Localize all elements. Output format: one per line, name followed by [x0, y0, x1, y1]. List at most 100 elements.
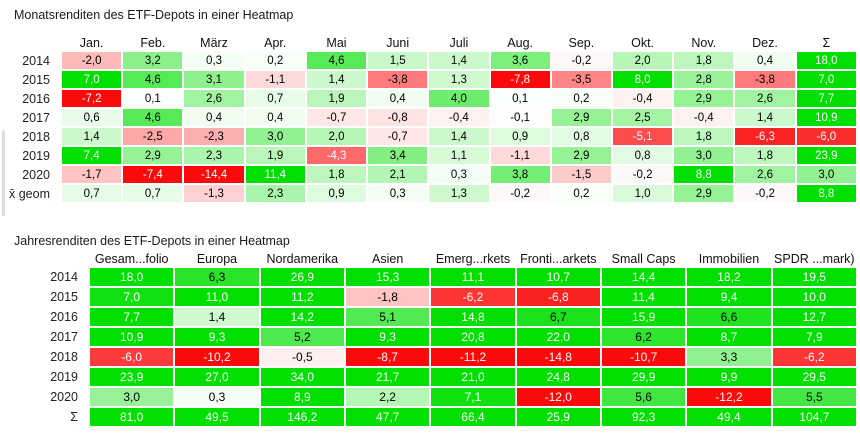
- heatmap-cell: 2,3: [184, 147, 244, 164]
- heatmap-cell: 2,6: [735, 166, 795, 183]
- heatmap-cell: -0,2: [735, 185, 795, 202]
- row-label: 2017: [50, 330, 78, 344]
- heatmap-cell: -2,3: [184, 128, 244, 145]
- heatmap-cell: 49,5: [175, 408, 259, 426]
- heatmap-cell: 2,1: [368, 166, 428, 183]
- heatmap-cell: 1,3: [429, 185, 489, 202]
- heatmap-cell: 0,3: [368, 185, 428, 202]
- heatmap-cell: 14,4: [601, 268, 686, 286]
- table-row: 2015 7,0 11,0 11,2 -1,8 -6,2 -6,8 11,4 9,4 10,0: [2, 288, 856, 306]
- heatmap-cell: -1,8: [345, 288, 430, 306]
- heatmap-cell: -0,7: [368, 128, 428, 145]
- heatmap-cell: 0,4: [368, 90, 428, 107]
- heatmap-cell: -2,5: [123, 128, 183, 145]
- heatmap-cell: -0,2: [490, 185, 550, 202]
- heatmap-cell: 9,3: [175, 328, 259, 346]
- table-row: 2020 3,0 0,3 8,9 2,2 7,1 -12,0 5,6 -12,2 5,5: [2, 388, 856, 406]
- row-label: 2016: [22, 91, 50, 106]
- column-header: Immobilien: [698, 252, 760, 266]
- heatmap-cell: -7,2: [62, 90, 122, 107]
- heatmap-cell: -0,4: [674, 109, 734, 126]
- row-label: 2019: [50, 370, 78, 384]
- column-header: Sep.: [568, 36, 595, 50]
- header-row: Jan. Feb. März Apr. Mai Juni Juli Aug. Sep. Okt. N…: [2, 36, 856, 50]
- heatmap-cell: 10,9: [796, 109, 856, 126]
- heatmap-cell: 8,0: [612, 71, 673, 88]
- column-header: Apr.: [264, 36, 287, 50]
- table-row: 2014 -2,0 3,2 0,3 0,2 4,6 1,5 1,4 3,6 -0,2 2,0 1,8 0…: [2, 52, 856, 69]
- heatmap-cell: 8,9: [260, 388, 344, 406]
- heatmap-cell: 2,2: [345, 388, 430, 406]
- heatmap-cell: 3,0: [90, 388, 174, 406]
- heatmap-cell: 1,4: [735, 109, 795, 126]
- heatmap-cell: 0,9: [490, 128, 550, 145]
- row-label: 2018: [50, 350, 78, 364]
- heatmap-cell: 92,3: [601, 408, 686, 426]
- heatmap-cell: -1,5: [551, 166, 611, 183]
- column-header: Jan.: [79, 36, 104, 50]
- heatmap-cell: 6,6: [687, 308, 771, 326]
- heatmap-cell: 10,0: [772, 288, 856, 306]
- table-row: x̄ geom 0,7 0,7 -1,3 2,3 0,9 0,3 1,3 -0,2 0,2 1,0 2…: [2, 185, 856, 202]
- row-label: 2020: [22, 167, 50, 182]
- heatmap-cell: 19,5: [772, 268, 856, 286]
- heatmap-cell: 11,4: [245, 166, 305, 183]
- heatmap-cell: 14,2: [260, 308, 344, 326]
- heatmap-cell: 7,0: [796, 71, 856, 88]
- heatmap-cell: 3,8: [490, 166, 550, 183]
- heatmap-cell: 7,0: [62, 71, 122, 88]
- column-header: Gesam...folio: [94, 252, 169, 266]
- heatmap-cell: 11,4: [601, 288, 686, 306]
- heatmap-cell: 2,5: [612, 109, 673, 126]
- heatmap-cell: 26,9: [260, 268, 344, 286]
- heatmap-cell: 4,0: [429, 90, 489, 107]
- scrollbar-thumb[interactable]: [2, 130, 5, 216]
- heatmap-cell: -1,1: [245, 71, 305, 88]
- heatmap-cell: 146,2: [260, 408, 344, 426]
- heatmap-cell: 0,8: [551, 128, 611, 145]
- heatmap-cell: -6,0: [796, 128, 856, 145]
- heatmap-cell: 10,9: [90, 328, 174, 346]
- heatmap-cell: -10,2: [175, 348, 259, 366]
- column-header: Fronti...arkets: [520, 252, 597, 266]
- heatmap-cell: -1,1: [490, 147, 550, 164]
- heatmap-cell: 29,5: [772, 368, 856, 386]
- heatmap-cell: -6,0: [90, 348, 174, 366]
- heatmap-cell: -0,1: [490, 109, 550, 126]
- monthly-heatmap-title: Monatsrenditen des ETF-Depots in einer H…: [14, 8, 294, 22]
- column-header: Small Caps: [611, 252, 676, 266]
- heatmap-cell: 0,2: [551, 185, 611, 202]
- row-label: 2015: [50, 290, 78, 304]
- heatmap-cell: 1,4: [62, 128, 122, 145]
- heatmap-cell: 81,0: [90, 408, 174, 426]
- heatmap-cell: 49,4: [687, 408, 771, 426]
- heatmap-cell: 9,3: [345, 328, 430, 346]
- heatmap-cell: 0,3: [184, 52, 244, 69]
- heatmap-cell: 23,9: [90, 368, 174, 386]
- heatmap-cell: 5,5: [772, 388, 856, 406]
- heatmap-cell: -6,2: [431, 288, 515, 306]
- row-label: 2020: [50, 390, 78, 404]
- table-row: 2015 7,0 4,6 3,1 -1,1 1,4 -3,8 1,3 -7,8 -3,5 8,0 2,…: [2, 71, 856, 88]
- heatmap-cell: 2,0: [306, 128, 367, 145]
- heatmap-cell: 18,0: [90, 268, 174, 286]
- heatmap-cell: 12,7: [772, 308, 856, 326]
- heatmap-cell: 10,7: [516, 268, 600, 286]
- row-label: x̄ geom: [9, 186, 50, 201]
- column-header: Europa: [196, 252, 238, 266]
- heatmap-cell: -5,1: [612, 128, 673, 145]
- heatmap-cell: 1,4: [429, 52, 489, 69]
- row-label: 2016: [50, 310, 78, 324]
- heatmap-cell: -7,8: [490, 71, 550, 88]
- heatmap-cell: -0,2: [612, 166, 673, 183]
- column-header: Nordamerika: [266, 252, 339, 266]
- column-header: Dez.: [752, 36, 778, 50]
- heatmap-cell: 0,9: [306, 185, 367, 202]
- heatmap-cell: 3,4: [368, 147, 428, 164]
- heatmap-cell: 11,2: [260, 288, 344, 306]
- heatmap-cell: 0,3: [175, 388, 259, 406]
- heatmap-cell: 0,4: [184, 109, 244, 126]
- heatmap-cell: -12,0: [516, 388, 600, 406]
- column-header: Feb.: [140, 36, 166, 50]
- heatmap-cell: 3,3: [687, 348, 771, 366]
